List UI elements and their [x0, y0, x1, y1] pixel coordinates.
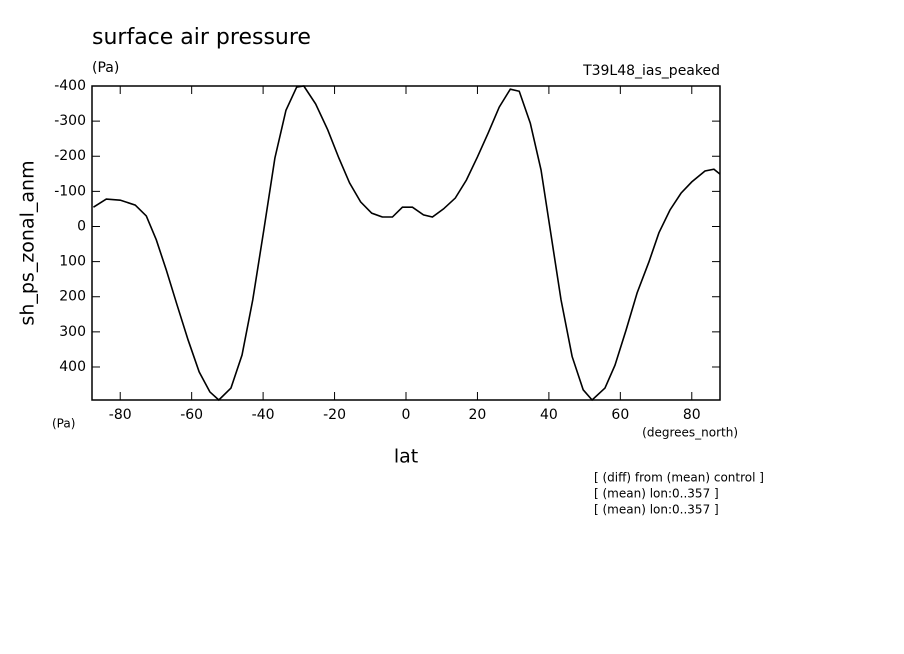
- units-top: (Pa): [92, 60, 119, 76]
- y-tick-label: 300: [59, 324, 86, 340]
- y-tick-label: 0: [77, 218, 86, 234]
- x-axis-label: lat: [394, 446, 418, 468]
- y-tick-label: -100: [54, 183, 86, 199]
- note: [ (mean) lon:0..357 ]: [594, 487, 719, 501]
- y-axis-label: sh_ps_zonal_anm: [17, 160, 39, 325]
- note: [ (diff) from (mean) control ]: [594, 471, 764, 485]
- x-tick-label: 60: [611, 407, 629, 423]
- y-tick-label: -300: [54, 113, 86, 129]
- y-tick-label: -200: [54, 148, 86, 164]
- x-tick-label: 80: [683, 407, 701, 423]
- x-tick-label: -20: [323, 407, 346, 423]
- x-tick-label: 0: [402, 407, 411, 423]
- x-tick-label: 20: [469, 407, 487, 423]
- data-line: [93, 85, 721, 402]
- x-units: (degrees_north): [642, 426, 738, 440]
- chart-title: surface air pressure: [92, 25, 311, 50]
- y-tick-label: -400: [54, 78, 86, 94]
- x-tick-label: -40: [252, 407, 275, 423]
- y-tick-label: 400: [59, 359, 86, 375]
- x-tick-label: -80: [109, 407, 132, 423]
- y-tick-label: 200: [59, 289, 86, 305]
- note: [ (mean) lon:0..357 ]: [594, 503, 719, 517]
- experiment: T39L48_ias_peaked: [582, 63, 720, 79]
- x-tick-label: -60: [180, 407, 203, 423]
- x-tick-label: 40: [540, 407, 558, 423]
- y-tick-label: 100: [59, 254, 86, 270]
- units-bottom: (Pa): [52, 417, 75, 431]
